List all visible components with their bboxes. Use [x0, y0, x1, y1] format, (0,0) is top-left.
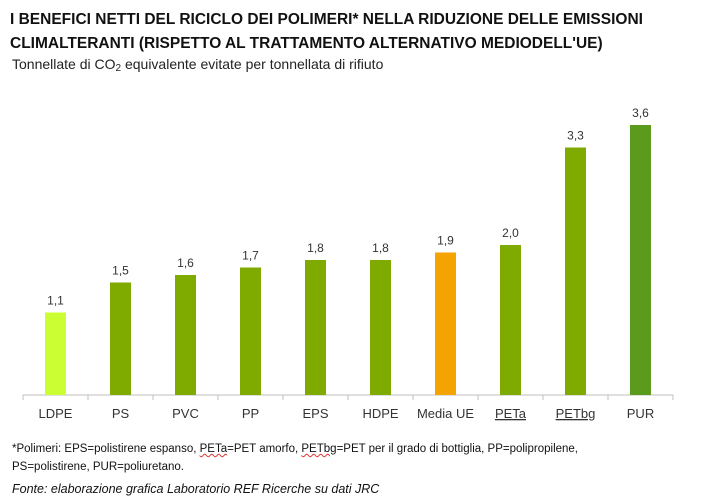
chart-title: I BENEFICI NETTI DEL RICICLO DEI POLIMER… — [10, 11, 643, 52]
subtitle-text-end: equivalente evitate per tonnellata di ri… — [121, 56, 384, 72]
category-label: EPS — [302, 406, 328, 421]
bar-value-label: 1,7 — [242, 249, 259, 263]
category-label: HDPE — [362, 406, 398, 421]
bar-value-label: 1,1 — [47, 294, 64, 308]
category-label: LDPE — [39, 406, 73, 421]
bar-pur — [630, 125, 651, 395]
category-label: PETa — [495, 406, 527, 421]
bar-value-label: 1,8 — [372, 241, 389, 255]
footnote-text-2: =PET amorfo, — [227, 443, 302, 455]
bar-ldpe — [45, 312, 66, 395]
category-label: PP — [242, 406, 259, 421]
footnote: *Polimeri: EPS=polistirene espanso, PETa… — [12, 440, 712, 476]
source-note: Fonte: elaborazione grafica Laboratorio … — [12, 482, 380, 496]
bar-value-label: 2,0 — [502, 226, 519, 240]
bar-ps — [110, 282, 131, 395]
bar-petbg — [565, 147, 586, 395]
category-label: PVC — [172, 406, 199, 421]
bar-value-label: 1,9 — [437, 234, 454, 248]
bar-hdpe — [370, 260, 391, 395]
category-label: PETbg — [556, 406, 596, 421]
footnote-peta: PETa — [199, 443, 228, 455]
bar-peta — [500, 245, 521, 395]
chart-subtitle: Tonnellate di CO2 equivalente evitate pe… — [12, 56, 383, 74]
bar-value-label: 3,3 — [567, 129, 584, 143]
bar-value-label: 3,6 — [632, 106, 649, 120]
subtitle-text-start: Tonnellate di CO — [12, 56, 116, 72]
category-label: PUR — [627, 406, 654, 421]
footnote-text-1: *Polimeri: EPS=polistirene espanso, — [12, 443, 200, 455]
bar-chart: 1,1 LDPE 1,5 PS 1,6 PVC 1,7 PP 1,8 EPS 1,8 HDPE 1,9 M… — [22, 106, 674, 421]
bar-value-label: 1,6 — [177, 256, 194, 270]
bar-eps — [305, 260, 326, 395]
bar-value-label: 1,5 — [112, 264, 129, 278]
footnote-petbg: PETbg — [301, 443, 337, 455]
bar-value-label: 1,8 — [307, 241, 324, 255]
bar-pp — [240, 267, 261, 395]
category-label: Media UE — [417, 406, 474, 421]
subtitle-subscript: 2 — [115, 63, 122, 74]
bar-media-ue — [435, 252, 456, 395]
footnote-text-3: =PET per il grado di bottiglia, PP=polip… — [336, 443, 579, 455]
bar-pvc — [175, 275, 196, 395]
category-label: PS — [112, 406, 130, 421]
footnote-text-4: PS=polistirene, PUR=poliuretano. — [12, 461, 184, 473]
